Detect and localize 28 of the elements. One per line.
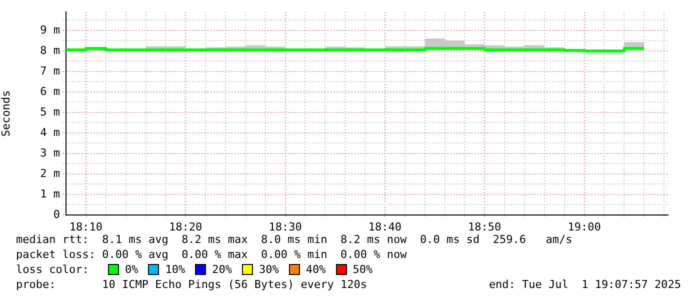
text: 10% xyxy=(165,262,186,277)
x-tick-label: 18:40 xyxy=(368,220,402,234)
y-tick-label: 2 m xyxy=(40,166,60,180)
text: loss color: xyxy=(16,262,90,277)
y-tick-label: 6 m xyxy=(40,84,60,98)
y-tick-label: 4 m xyxy=(40,126,60,139)
y-tick-label: 9 m xyxy=(40,23,60,36)
text: 50% xyxy=(352,262,373,277)
y-tick-label: 5 m xyxy=(40,105,60,118)
y-tick-label: 3 m xyxy=(40,146,60,160)
x-tick-label: 18:30 xyxy=(268,220,302,234)
x-tick-label: 18:10 xyxy=(69,220,103,234)
text: probe: 10 ICMP Echo Pings (56 Bytes) every 120s xyxy=(16,277,367,292)
text: packet loss: 0.00 % avg 0.00 % max 0.00 % min 0.00 % now xyxy=(16,247,408,262)
y-axis-title: Seconds xyxy=(0,90,12,137)
text: end: Tue Jul 1 19:07:57 2025 xyxy=(488,277,681,292)
text: 0% xyxy=(125,262,138,277)
x-tick-label: 18:20 xyxy=(169,220,202,234)
text: 40% xyxy=(306,262,326,277)
y-tick-label: 8 m xyxy=(40,44,60,57)
text: 30% xyxy=(259,262,279,277)
text: median rtt: 8.1 ms avg 8.2 ms max 8.0 ms min 8.2 ms now 0.0 ms sd 259.6 am/s xyxy=(16,232,574,247)
text: 20% xyxy=(212,262,232,277)
x-tick-label: 18:50 xyxy=(468,220,502,234)
y-tick-label: 7 m xyxy=(40,64,60,78)
x-tick-label: 19:00 xyxy=(568,220,601,234)
y-tick-label: 1 m xyxy=(40,187,60,200)
y-tick-label: 0 xyxy=(53,208,60,221)
